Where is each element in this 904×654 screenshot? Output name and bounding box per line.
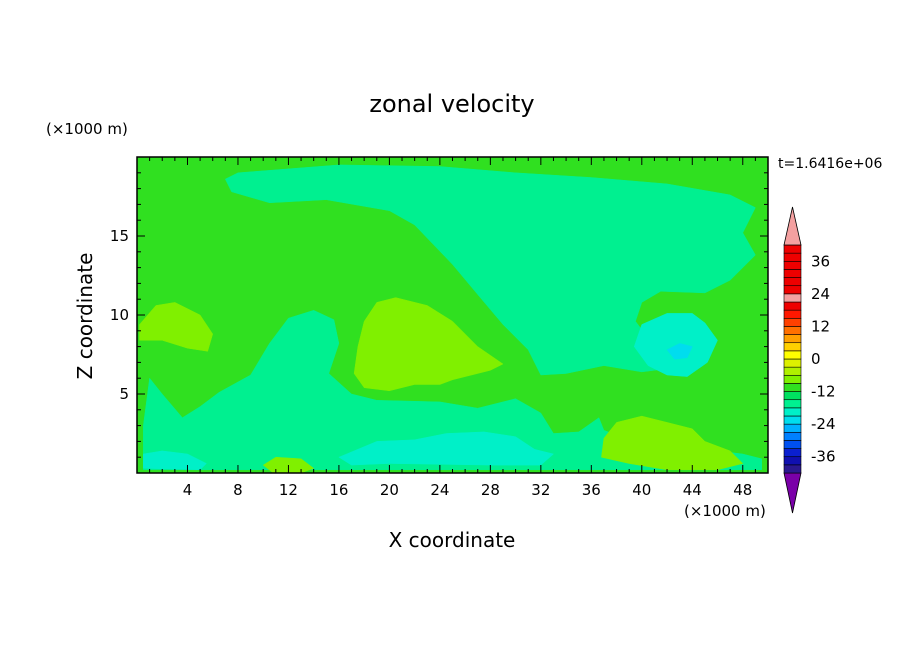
x-axis-label: X coordinate <box>389 528 516 552</box>
colorbar-swatch <box>783 350 802 360</box>
colorbar-swatch <box>783 464 802 474</box>
colorbar-swatch <box>783 260 802 270</box>
contour-region-8 <box>601 415 744 471</box>
x-tick-label: 32 <box>531 481 550 499</box>
chart-title: zonal velocity <box>369 90 534 118</box>
y-axis-label: Z coordinate <box>73 253 97 380</box>
colorbar-swatch <box>783 448 802 458</box>
colorbar-high-arrow <box>783 206 802 246</box>
x-tick-label: 24 <box>430 481 449 499</box>
colorbar-swatch <box>783 399 802 409</box>
x-tick-label: 48 <box>733 481 752 499</box>
colorbar-swatch <box>783 383 802 392</box>
colorbar-swatch <box>783 293 802 303</box>
contour-region-6 <box>353 297 504 392</box>
contour-region-4 <box>338 431 555 466</box>
colorbar-swatch <box>783 309 802 319</box>
colorbar-swatch <box>783 415 802 425</box>
colorbar: 36 24 12 0 -12 -24 -36 <box>783 206 836 514</box>
colorbar-label: 0 <box>811 350 821 368</box>
colorbar-swatch <box>783 317 802 327</box>
colorbar-swatch <box>783 366 802 376</box>
colorbar-label: 24 <box>811 285 830 303</box>
colorbar-label: 12 <box>811 317 830 335</box>
x-tick-label: 8 <box>233 481 243 499</box>
y-axis-ticks: 5 10 15 <box>110 172 768 458</box>
y-tick-label: 15 <box>110 227 129 245</box>
colorbar-swatch <box>783 277 802 287</box>
colorbar-swatch <box>783 334 802 344</box>
colorbar-swatch <box>783 342 802 352</box>
x-tick-label: 16 <box>329 481 348 499</box>
colorbar-swatch <box>783 431 802 441</box>
colorbar-swatch <box>783 407 802 417</box>
colorbar-swatch <box>783 374 802 384</box>
x-tick-label: 44 <box>683 481 702 499</box>
contour-region-10 <box>666 343 693 360</box>
x-tick-label: 4 <box>183 481 193 499</box>
x-tick-label: 40 <box>632 481 651 499</box>
contour-region-3 <box>633 313 718 377</box>
x-unit-label: (×1000 m) <box>684 502 766 520</box>
x-tick-label: 28 <box>481 481 500 499</box>
x-axis-ticks: 4 8 12 16 20 24 28 32 36 40 44 48 <box>149 157 756 499</box>
y-tick-label: 5 <box>119 385 129 403</box>
y-tick-label: 10 <box>110 306 129 324</box>
y-unit-label: (×1000 m) <box>46 120 128 138</box>
colorbar-swatch <box>783 440 802 449</box>
colorbar-swatch <box>783 252 802 262</box>
colorbar-swatch <box>783 358 802 368</box>
colorbar-label: -36 <box>811 448 836 466</box>
colorbar-swatch <box>783 456 802 466</box>
colorbar-swatch <box>783 391 802 401</box>
colorbar-label: -12 <box>811 383 836 401</box>
colorbar-swatch <box>783 301 802 311</box>
colorbar-swatch <box>783 285 802 295</box>
colorbar-swatch <box>783 269 802 278</box>
contour-region-7 <box>139 302 213 352</box>
colorbar-swatch <box>783 326 802 335</box>
x-tick-label: 36 <box>582 481 601 499</box>
colorbar-swatch <box>783 244 802 254</box>
colorbar-swatch <box>783 423 802 433</box>
colorbar-low-arrow <box>783 472 802 514</box>
colorbar-label: -24 <box>811 415 836 433</box>
x-tick-label: 12 <box>279 481 298 499</box>
colorbar-label: 36 <box>811 252 830 270</box>
x-tick-label: 20 <box>380 481 399 499</box>
time-label: t=1.6416e+06 <box>778 156 882 172</box>
contour-regions <box>137 157 768 473</box>
